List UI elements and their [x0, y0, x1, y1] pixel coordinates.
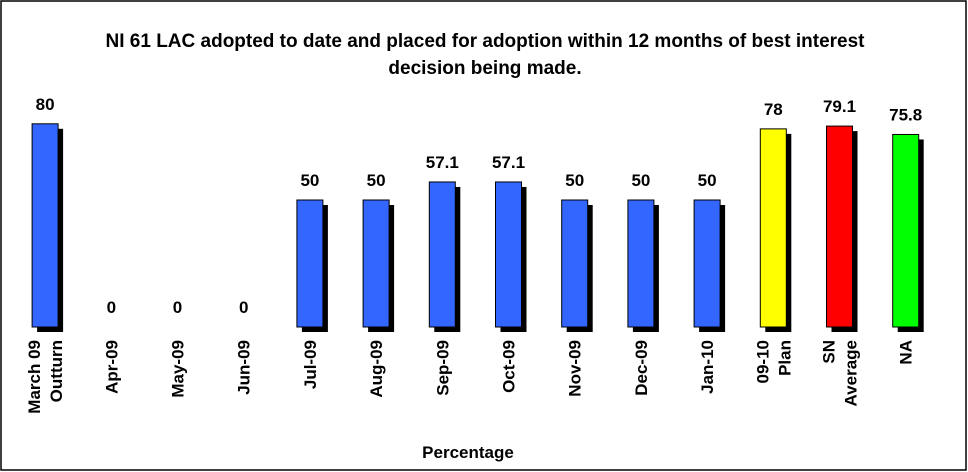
bar	[826, 125, 853, 328]
value-label: 50	[565, 171, 584, 190]
x-axis-label: Percentage	[422, 443, 514, 462]
x-tick-label: 09-10 Plan	[753, 340, 794, 383]
value-label: 50	[367, 171, 386, 190]
bar	[627, 199, 655, 328]
x-tick-label: SN Average	[820, 340, 861, 406]
value-label: 57.1	[426, 153, 459, 172]
bar	[495, 181, 522, 328]
value-label: 80	[36, 95, 55, 114]
bar	[31, 123, 59, 328]
value-label: 79.1	[823, 97, 856, 116]
x-tick-label: NA	[897, 340, 916, 365]
x-tick-label: Dec-09	[632, 340, 651, 396]
value-label: 50	[300, 171, 319, 190]
value-label: 0	[107, 298, 116, 317]
bar	[428, 181, 456, 328]
x-tick-label: Jun-09	[235, 340, 254, 395]
value-label: 50	[698, 171, 717, 190]
value-label: 78	[764, 100, 783, 119]
bar	[892, 133, 920, 328]
x-tick-label: Jan-10	[698, 340, 717, 394]
value-label: 0	[173, 298, 182, 317]
x-tick-label: Sep-09	[433, 340, 452, 396]
x-tick-label: Oct-09	[500, 340, 519, 393]
value-label: 0	[239, 298, 248, 317]
x-tick-label: March 09 Outturn	[25, 340, 66, 414]
bar	[362, 199, 390, 328]
x-tick-label: Jul-09	[301, 340, 320, 389]
value-label: 50	[631, 171, 650, 190]
chart-title: NI 61 LAC adopted to date and placed for…	[105, 31, 865, 79]
bar	[296, 199, 324, 328]
x-tick-label: Aug-09	[367, 340, 386, 398]
value-label: 57.1	[492, 153, 525, 172]
bar	[759, 128, 787, 328]
x-tick-label: Nov-09	[566, 340, 585, 397]
x-tick-label: Apr-09	[102, 340, 121, 394]
bar	[693, 199, 721, 328]
bar	[561, 199, 589, 328]
value-label: 75.8	[889, 105, 922, 124]
x-tick-label: May-09	[169, 340, 188, 398]
